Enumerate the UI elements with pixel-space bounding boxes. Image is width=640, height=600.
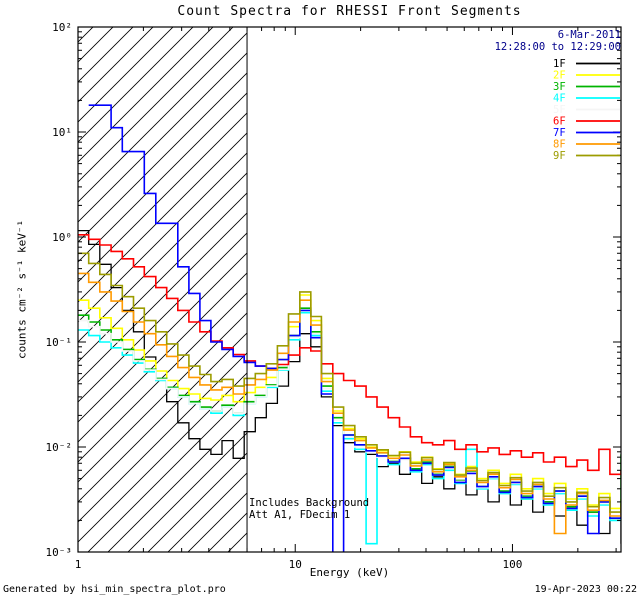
y-tick-label: 10⁰ [52, 231, 72, 244]
time-range-label: 12:28:00 to 12:29:00 [494, 41, 621, 53]
x-tick-label: 100 [503, 558, 523, 571]
series-9F-line [78, 252, 621, 513]
legend-label-9F: 9F [553, 150, 566, 162]
legend-label-1F: 1F [553, 58, 566, 70]
legend-label-6F: 6F [553, 116, 566, 128]
x-tick-label: 1 [75, 558, 82, 571]
axes-frame [77, 26, 622, 553]
legend-label-3F: 3F [553, 81, 566, 93]
legend-label-7F: 7F [553, 127, 566, 139]
x-axis-label: Energy (keV) [309, 566, 390, 579]
y-tick-label: 10¹ [52, 126, 72, 139]
footer-timestamp: 19-Apr-2023 00:22 [534, 584, 637, 595]
hatched-region [78, 27, 248, 552]
date-label: 6-Mar-2011 [557, 29, 621, 41]
legend-label-2F: 2F [553, 70, 566, 82]
footer-generator: Generated by hsi_min_spectra_plot.pro [3, 584, 226, 595]
y-tick-label: 10² [52, 21, 72, 34]
y-tick-label: 10⁻¹ [46, 336, 73, 349]
y-tick-label: 10⁻² [46, 441, 73, 454]
y-tick-label: 10⁻³ [46, 546, 73, 559]
annotation-attenuator: Att A1, FDecim 1 [249, 509, 351, 521]
legend-label-5F: 5F [553, 104, 566, 116]
spectra-series-group [78, 104, 621, 552]
x-tick-label: 10 [289, 558, 302, 571]
y-axis-label: counts cm⁻² s⁻¹ keV⁻¹ [15, 219, 29, 360]
series-6F-line [78, 234, 621, 476]
annotation-background: Includes Background [249, 497, 370, 509]
legend-label-8F: 8F [553, 139, 566, 151]
legend-label-4F: 4F [553, 93, 566, 105]
plot-title: Count Spectra for RHESSI Front Segments [177, 4, 522, 19]
